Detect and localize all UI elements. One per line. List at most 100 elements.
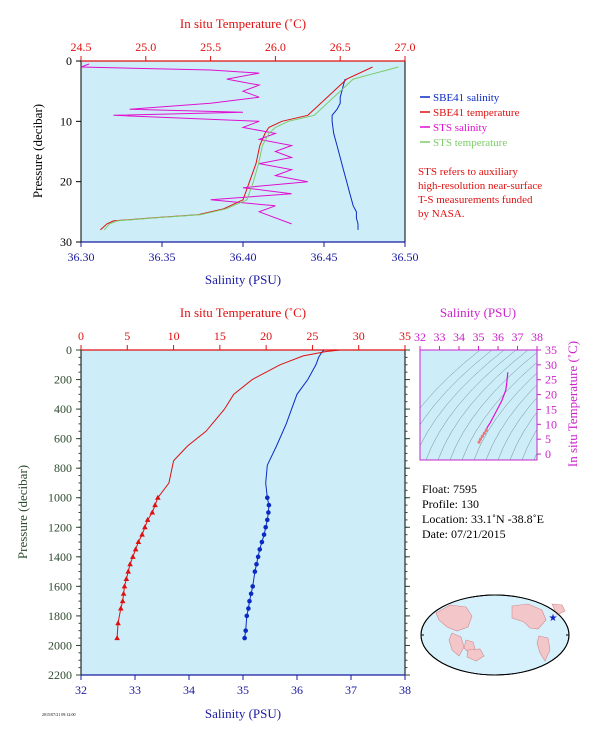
bottom-pressure-tick-label: 1800 bbox=[48, 609, 72, 623]
ts-deep-marker bbox=[480, 434, 484, 438]
near-surface-temperature-axis-title: In situ Temperature (˚C) bbox=[180, 16, 306, 31]
temperature-marker bbox=[152, 502, 158, 508]
ts-sal-tick-label: 38 bbox=[531, 330, 543, 344]
bottom-sal-tick-label: 38 bbox=[399, 683, 411, 697]
density-contour bbox=[437, 350, 529, 460]
legend-sbe41-temperature: SBE41 temperature bbox=[433, 107, 520, 119]
temperature-marker bbox=[120, 590, 127, 596]
temperature-marker bbox=[130, 553, 136, 559]
sts-salinity-line bbox=[80, 63, 308, 225]
full-depth-plot-area bbox=[80, 349, 406, 676]
ts-temp-tick-label: 0 bbox=[545, 447, 551, 461]
sts-note-line-1: STS refers to auxiliary bbox=[418, 166, 518, 178]
bottom-pressure-tick-label: 2000 bbox=[48, 638, 72, 652]
legend: SBE41 salinity SBE41 temperature STS sal… bbox=[420, 92, 520, 149]
sts-note-line-2: high-resolution near-surface bbox=[418, 180, 542, 192]
ts-temp-tick-label: 5 bbox=[545, 432, 551, 446]
temperature-marker bbox=[155, 494, 161, 500]
temperature-marker bbox=[119, 598, 126, 604]
top-temp-tick-label: 24.5 bbox=[71, 40, 92, 54]
temperature-marker bbox=[144, 516, 151, 522]
bottom-sal-tick-label: 34 bbox=[183, 683, 195, 697]
salinity-marker bbox=[254, 561, 259, 567]
full-depth-temperature-axis-title: In situ Temperature (˚C) bbox=[180, 305, 306, 320]
full-depth-pressure-axis-title: Pressure (decibar) bbox=[15, 465, 30, 559]
salinity-marker bbox=[248, 591, 254, 597]
density-contour bbox=[473, 372, 537, 460]
float-id: Float: 7595 bbox=[422, 482, 477, 496]
ts-sal-tick-label: 34 bbox=[453, 330, 465, 344]
sbe41-salinity-line bbox=[331, 78, 359, 230]
bottom-pressure-tick-label: 1400 bbox=[48, 550, 72, 564]
sts-note-line-4: by NASA. bbox=[418, 208, 465, 220]
salinity-marker bbox=[259, 539, 265, 545]
salinity-marker bbox=[243, 628, 248, 633]
ts-salinity-axis-title: Salinity (PSU) bbox=[440, 305, 516, 320]
bottom-pressure-tick-label: 200 bbox=[54, 373, 72, 387]
ts-temperature-axis-title: In situ Temperature (˚C) bbox=[565, 341, 580, 467]
map-landmass-north-america bbox=[511, 603, 547, 630]
ts-sal-tick-label: 35 bbox=[473, 330, 485, 344]
top-pressure-tick-label: 20 bbox=[60, 175, 72, 189]
salinity-marker bbox=[266, 502, 272, 508]
map-landmass-south-america bbox=[536, 635, 551, 662]
temperature-marker bbox=[149, 509, 156, 515]
ts-sal-tick-label: 32 bbox=[414, 330, 426, 344]
density-contour bbox=[521, 429, 537, 460]
bottom-pressure-tick-label: 600 bbox=[54, 432, 72, 446]
density-contour bbox=[449, 352, 537, 460]
density-contour bbox=[420, 350, 481, 409]
temperature-marker bbox=[135, 539, 142, 545]
ts-deep-marker bbox=[477, 440, 481, 444]
top-pressure-tick-label: 30 bbox=[60, 235, 72, 249]
profile-number: Profile: 130 bbox=[422, 497, 479, 511]
ts-temp-tick-label: 35 bbox=[545, 343, 557, 357]
temperature-marker bbox=[125, 568, 132, 574]
bottom-pressure-tick-label: 1600 bbox=[48, 579, 72, 593]
bottom-pressure-tick-label: 1200 bbox=[48, 520, 72, 534]
bottom-temp-tick-label: 35 bbox=[399, 329, 411, 343]
bottom-pressure-tick-label: 800 bbox=[54, 461, 72, 475]
legend-sts-temperature: STS temperature bbox=[433, 137, 507, 149]
bottom-pressure-tick-label: 1000 bbox=[48, 491, 72, 505]
temperature-marker bbox=[132, 546, 139, 552]
ts-temp-tick-label: 30 bbox=[545, 358, 557, 372]
bottom-sal-tick-label: 37 bbox=[345, 683, 357, 697]
density-contour bbox=[509, 411, 537, 460]
top-temp-tick-label: 26.5 bbox=[330, 40, 351, 54]
salinity-marker bbox=[265, 517, 270, 523]
ts-temp-tick-label: 20 bbox=[545, 388, 557, 402]
sts-note: STS refers to auxiliary high-resolution … bbox=[418, 166, 542, 220]
ts-temp-tick-label: 15 bbox=[545, 402, 557, 416]
float-info: Float: 7595 Profile: 130 Location: 33.1˚… bbox=[422, 482, 544, 541]
density-contour bbox=[420, 350, 505, 447]
bottom-temp-tick-label: 10 bbox=[168, 329, 180, 343]
bottom-temp-tick-label: 5 bbox=[124, 329, 130, 343]
temperature-marker bbox=[121, 583, 128, 589]
bottom-sal-tick-label: 36 bbox=[291, 683, 303, 697]
ts-deep-marker bbox=[478, 437, 483, 441]
bottom-sal-tick-label: 35 bbox=[237, 683, 249, 697]
bottom-sal-tick-label: 32 bbox=[75, 683, 87, 697]
full-depth-profile-panel: 0 5 10 15 20 25 30 35 32 33 34 35 36 37 38 0 200 400 600 80… bbox=[15, 305, 411, 721]
bottom-pressure-tick-label: 0 bbox=[66, 343, 72, 357]
temperature-marker bbox=[115, 620, 121, 626]
map-landmass-asia-europe bbox=[435, 604, 473, 632]
salinity-marker bbox=[265, 495, 270, 501]
salinity-marker bbox=[255, 554, 261, 560]
top-sal-tick-label: 36.40 bbox=[230, 250, 257, 264]
top-sal-tick-label: 36.45 bbox=[311, 250, 338, 264]
world-map: ★ bbox=[420, 594, 570, 676]
density-contour bbox=[425, 350, 517, 460]
legend-sts-salinity: STS salinity bbox=[433, 122, 488, 134]
salinity-marker bbox=[244, 613, 250, 619]
ts-deep-marker bbox=[484, 428, 488, 432]
salinity-marker bbox=[247, 598, 252, 604]
salinity-marker bbox=[250, 584, 256, 589]
top-pressure-tick-label: 10 bbox=[60, 114, 72, 128]
salinity-marker bbox=[246, 606, 251, 611]
bottom-temp-tick-label: 25 bbox=[306, 329, 318, 343]
top-temp-tick-label: 25.0 bbox=[135, 40, 156, 54]
